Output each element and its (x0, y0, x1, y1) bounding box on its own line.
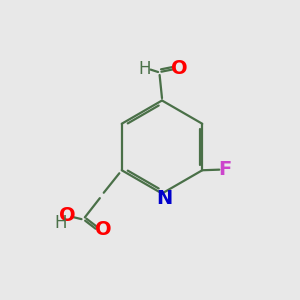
Text: H: H (138, 60, 151, 78)
Text: F: F (219, 160, 232, 179)
Text: O: O (95, 220, 112, 239)
Text: O: O (59, 206, 76, 225)
Text: N: N (156, 189, 172, 208)
Text: H: H (55, 214, 67, 232)
Text: O: O (171, 59, 188, 78)
